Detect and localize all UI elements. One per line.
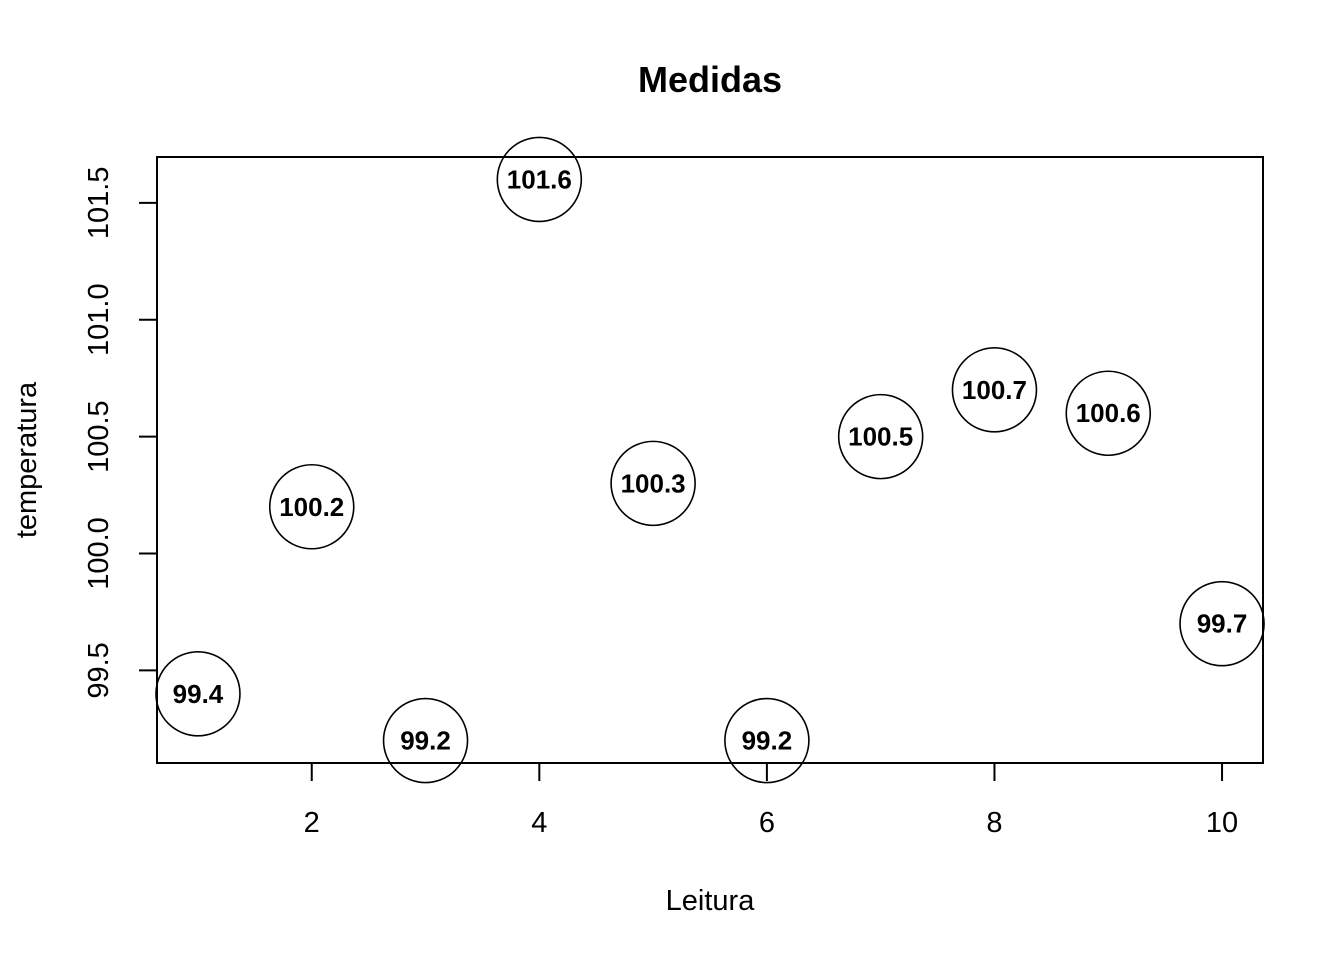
point-label: 101.6 bbox=[507, 164, 572, 194]
point-marker bbox=[1179, 580, 1265, 667]
point-marker bbox=[1065, 370, 1152, 457]
point-label: 100.3 bbox=[621, 468, 686, 498]
data-point: 99.4 bbox=[155, 650, 241, 737]
point-label: 100.5 bbox=[848, 422, 913, 452]
chart-title: Medidas bbox=[638, 59, 782, 100]
point-label: 100.2 bbox=[279, 492, 344, 522]
y-tick-label: 100.0 bbox=[83, 517, 115, 590]
y-tick-label: 101.0 bbox=[83, 283, 115, 356]
point-marker bbox=[382, 697, 469, 784]
point-marker bbox=[610, 440, 696, 527]
x-tick-label: 4 bbox=[531, 807, 547, 839]
point-marker bbox=[837, 393, 924, 480]
data-point: 100.2 bbox=[268, 463, 355, 550]
point-marker bbox=[496, 136, 583, 223]
data-point: 99.7 bbox=[1179, 580, 1265, 667]
x-tick-label: 6 bbox=[759, 807, 775, 839]
point-label: 100.6 bbox=[1076, 398, 1141, 428]
x-axis: 2 4 6 8 10 bbox=[304, 763, 1238, 839]
point-marker bbox=[724, 697, 810, 784]
data-point: 99.2 bbox=[724, 697, 810, 784]
y-tick-label: 99.5 bbox=[83, 642, 115, 698]
point-label: 100.7 bbox=[962, 375, 1027, 405]
point-label: 99.7 bbox=[1197, 609, 1248, 639]
x-tick-label: 10 bbox=[1206, 807, 1238, 839]
data-point: 101.6 bbox=[496, 136, 583, 223]
point-marker bbox=[268, 463, 355, 550]
point-label: 99.2 bbox=[400, 726, 451, 756]
y-tick-label: 101.5 bbox=[83, 167, 115, 240]
point-label: 99.2 bbox=[742, 726, 793, 756]
point-label: 99.4 bbox=[173, 679, 224, 709]
data-point: 100.5 bbox=[837, 393, 924, 480]
data-point: 100.3 bbox=[610, 440, 696, 527]
point-marker bbox=[155, 650, 241, 737]
data-point: 100.7 bbox=[951, 347, 1038, 433]
y-tick-label: 100.5 bbox=[83, 400, 115, 473]
x-tick-label: 2 bbox=[304, 807, 320, 839]
data-point: 99.2 bbox=[382, 697, 469, 784]
plot-frame bbox=[156, 156, 1264, 764]
data-points: 99.4 100.2 99.2 101.6 100.3 99.2 100.5 100.7 100… bbox=[155, 136, 1265, 784]
y-axis-label: temperatura bbox=[11, 381, 43, 538]
x-tick-label: 8 bbox=[986, 807, 1002, 839]
data-point: 100.6 bbox=[1065, 370, 1152, 457]
y-axis: 99.5 100.0 100.5 101.0 101.5 bbox=[83, 167, 157, 699]
x-axis-label: Leitura bbox=[666, 885, 756, 917]
point-marker bbox=[951, 347, 1038, 433]
